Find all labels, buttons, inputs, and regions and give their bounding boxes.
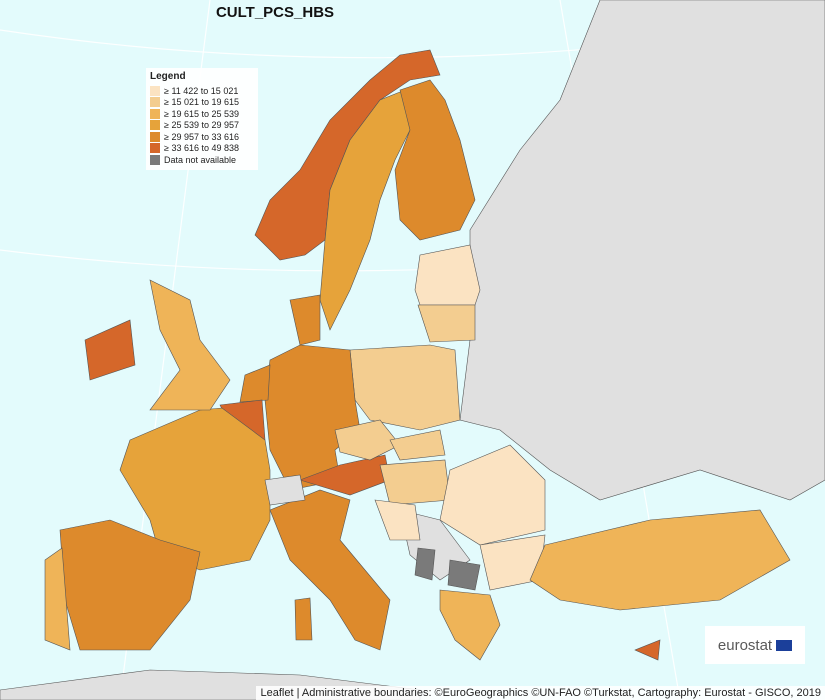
logo: eurostat — [705, 626, 805, 664]
legend: Legend ≥ 11 422 to 15 021 ≥ 15 021 to 19 … — [146, 68, 258, 170]
legend-swatch — [150, 143, 160, 154]
legend-item: ≥ 15 021 to 19 615 — [150, 97, 254, 109]
legend-item: Data not available — [150, 154, 254, 166]
legend-label: ≥ 15 021 to 19 615 — [164, 97, 240, 108]
sardinia — [294, 597, 313, 641]
legend-swatch — [150, 97, 160, 108]
czechia — [334, 419, 401, 461]
legend-swatch — [150, 154, 160, 165]
legend-items: ≥ 11 422 to 15 021 ≥ 15 021 to 19 615 ≥ 19… — [150, 85, 254, 166]
united-kingdom — [149, 279, 231, 411]
legend-swatch — [150, 85, 160, 96]
legend-label: ≥ 11 422 to 15 021 — [164, 85, 239, 96]
eu-flag — [776, 639, 793, 651]
romania — [439, 444, 546, 546]
attribution: Leaflet | Administrative boundaries: ©Eu… — [256, 686, 825, 700]
france — [119, 407, 271, 571]
ireland — [84, 319, 136, 381]
legend-item: ≥ 29 957 to 33 616 — [150, 131, 254, 143]
croatia — [374, 499, 421, 541]
legend-title: Legend — [150, 71, 186, 82]
portugal — [44, 547, 71, 651]
legend-swatch — [150, 108, 160, 119]
legend-item: ≥ 25 539 to 29 957 — [150, 120, 254, 132]
legend-item: ≥ 11 422 to 15 021 — [150, 85, 254, 97]
legend-label: ≥ 19 615 to 25 539 — [164, 108, 240, 119]
germany — [264, 344, 361, 491]
map-title: CULT_PCS_HBS — [215, 4, 335, 21]
baltics — [414, 244, 481, 306]
legend-label: Data not available — [164, 154, 237, 165]
finland — [394, 79, 476, 241]
slovakia — [389, 429, 446, 461]
logo-text: eurostat — [717, 636, 773, 654]
montenegro — [414, 547, 436, 581]
lithuania — [417, 304, 476, 343]
legend-label: ≥ 25 539 to 29 957 — [164, 120, 240, 131]
legend-swatch — [150, 120, 160, 131]
north-macedonia — [447, 559, 481, 591]
sweden — [319, 89, 411, 331]
legend-label: ≥ 29 957 to 33 616 — [164, 131, 240, 142]
italy — [269, 489, 391, 651]
switzerland — [264, 474, 306, 506]
non-eu-land — [459, 0, 825, 501]
netherlands — [239, 364, 271, 403]
norway — [254, 49, 441, 261]
greece — [439, 589, 501, 661]
legend-item: ≥ 19 615 to 25 539 — [150, 108, 254, 120]
legend-item: ≥ 33 616 to 49 838 — [150, 143, 254, 155]
turkey — [529, 509, 791, 611]
poland — [349, 344, 461, 431]
hungary — [379, 459, 451, 506]
denmark — [289, 294, 321, 346]
cyprus — [634, 639, 661, 661]
spain — [59, 519, 201, 651]
legend-swatch — [150, 131, 160, 142]
legend-label: ≥ 33 616 to 49 838 — [164, 143, 240, 154]
